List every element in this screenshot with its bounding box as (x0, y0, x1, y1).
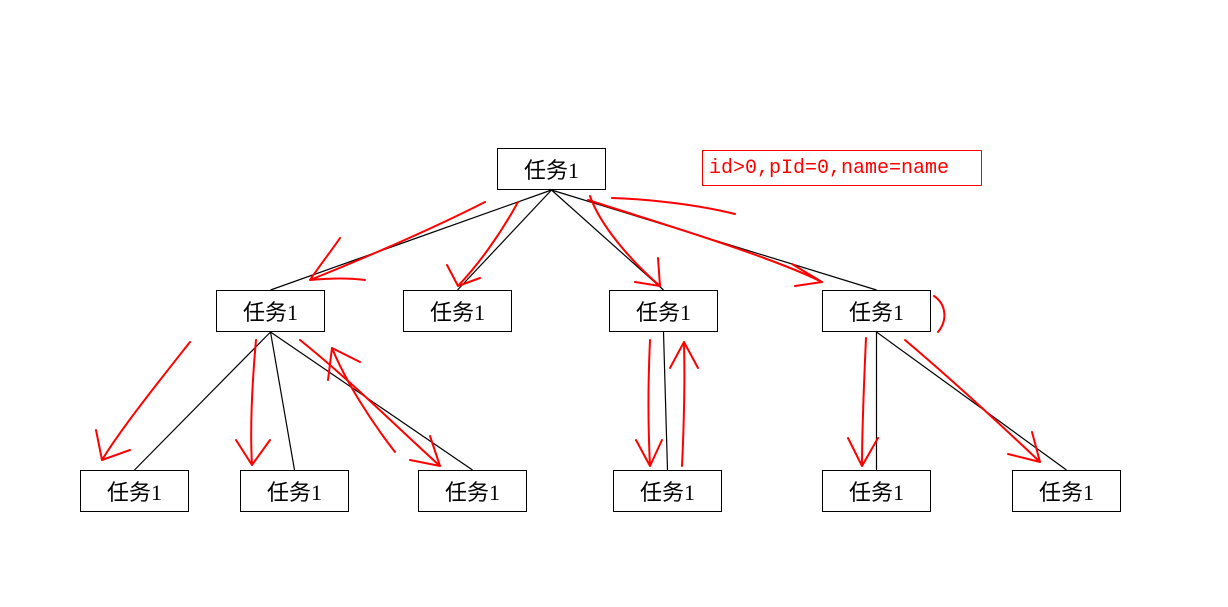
annotation-arrow (328, 348, 395, 452)
tree-node-label: 任务1 (849, 475, 904, 507)
callout-box: id>0,pId=0,name=name (702, 150, 982, 186)
annotation-arrow (636, 340, 662, 466)
annotation-arrow (96, 342, 190, 460)
tree-node: 任务1 (609, 290, 718, 332)
tree-edge (458, 190, 552, 290)
tree-node-label: 任务1 (849, 295, 904, 327)
tree-node-label: 任务1 (636, 295, 691, 327)
tree-node-label: 任务1 (430, 295, 485, 327)
tree-node-label: 任务1 (524, 153, 579, 185)
tree-node: 任务1 (822, 290, 931, 332)
tree-node-label: 任务1 (640, 475, 695, 507)
annotation-arrow (934, 296, 944, 332)
annotation-arrow (236, 340, 270, 465)
tree-edge (552, 190, 664, 290)
annotation-arrow (447, 202, 518, 286)
tree-node-label: 任务1 (243, 295, 298, 327)
annotation-arrow (300, 340, 440, 466)
tree-node: 任务1 (418, 470, 527, 512)
tree-edge (135, 332, 271, 470)
callout-text: id>0,pId=0,name=name (709, 157, 949, 180)
tree-node: 任务1 (497, 148, 606, 190)
annotation-arrow (612, 198, 735, 214)
tree-edge (664, 332, 668, 470)
annotation-arrow (590, 196, 660, 286)
tree-node: 任务1 (403, 290, 512, 332)
tree-edge (877, 332, 1067, 470)
annotation-arrow (848, 338, 878, 466)
tree-node: 任务1 (240, 470, 349, 512)
annotation-arrow (588, 200, 822, 286)
tree-edge (552, 190, 877, 290)
tree-node: 任务1 (80, 470, 189, 512)
tree-node: 任务1 (822, 470, 931, 512)
tree-node-label: 任务1 (445, 475, 500, 507)
tree-node-label: 任务1 (107, 475, 162, 507)
diagram-stage: 任务1 任务1 任务1 任务1 任务1 任务1 任务1 任务1 任务1 任务1 任务1 id>0,p… (0, 0, 1228, 607)
tree-edge (271, 332, 295, 470)
tree-node: 任务1 (1012, 470, 1121, 512)
tree-node: 任务1 (216, 290, 325, 332)
tree-node-label: 任务1 (267, 475, 322, 507)
tree-edge (271, 332, 473, 470)
tree-node-label: 任务1 (1039, 475, 1094, 507)
annotation-arrow (905, 340, 1040, 462)
annotation-arrow (670, 342, 698, 466)
annotation-arrow (310, 202, 485, 280)
tree-edge (271, 190, 552, 290)
tree-node: 任务1 (613, 470, 722, 512)
